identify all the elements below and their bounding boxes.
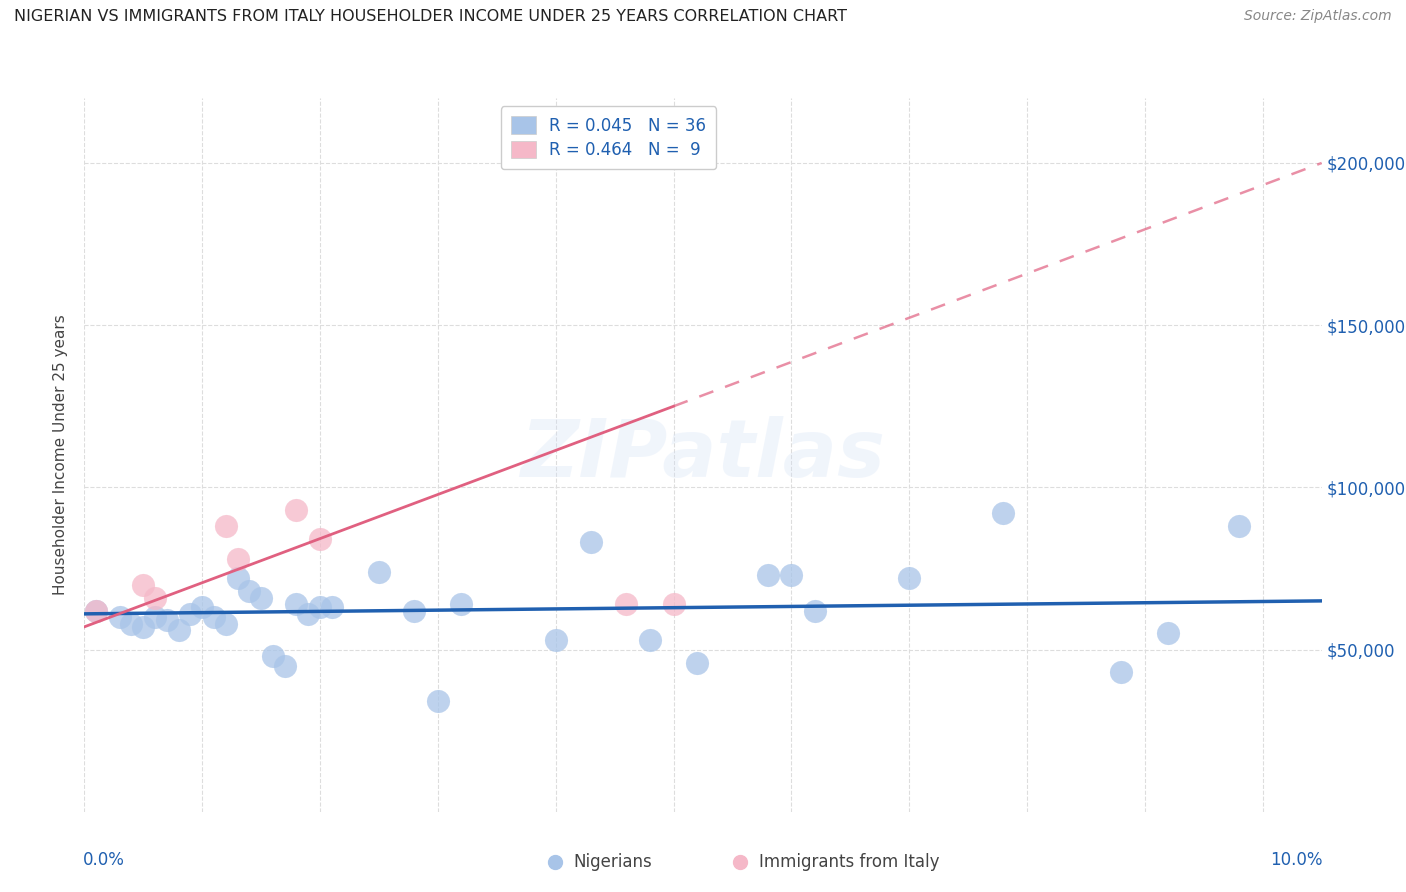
Point <box>143 591 166 605</box>
Point <box>309 533 332 547</box>
Text: 0.0%: 0.0% <box>83 851 125 869</box>
Point <box>297 607 319 621</box>
Point <box>215 519 238 533</box>
Point <box>132 620 155 634</box>
Point <box>426 694 449 708</box>
Point <box>321 600 343 615</box>
Point <box>191 600 214 615</box>
Point <box>662 597 685 611</box>
Point <box>226 571 249 585</box>
Point <box>993 506 1015 520</box>
Point <box>202 610 225 624</box>
Point <box>143 610 166 624</box>
Point <box>638 632 661 647</box>
Point <box>368 565 391 579</box>
Text: Nigerians: Nigerians <box>574 853 652 871</box>
Point <box>121 616 143 631</box>
Point <box>898 571 921 585</box>
Point <box>1227 519 1250 533</box>
Text: Immigrants from Italy: Immigrants from Italy <box>759 853 939 871</box>
Text: NIGERIAN VS IMMIGRANTS FROM ITALY HOUSEHOLDER INCOME UNDER 25 YEARS CORRELATION : NIGERIAN VS IMMIGRANTS FROM ITALY HOUSEH… <box>14 9 846 24</box>
Point <box>616 597 638 611</box>
Text: 10.0%: 10.0% <box>1271 851 1323 869</box>
Point <box>1157 626 1180 640</box>
Point <box>686 656 709 670</box>
Point <box>756 568 779 582</box>
Point <box>780 568 803 582</box>
Point <box>544 632 567 647</box>
Point <box>579 535 602 549</box>
Point <box>1111 665 1133 680</box>
Point <box>262 648 284 663</box>
Point <box>450 597 472 611</box>
Point <box>804 604 827 618</box>
Point <box>238 584 260 599</box>
Point <box>167 623 190 637</box>
Point <box>309 600 332 615</box>
Point <box>250 591 273 605</box>
Y-axis label: Householder Income Under 25 years: Householder Income Under 25 years <box>53 315 69 595</box>
Text: Source: ZipAtlas.com: Source: ZipAtlas.com <box>1244 9 1392 23</box>
Text: ZIPatlas: ZIPatlas <box>520 416 886 494</box>
Point <box>285 597 308 611</box>
Point <box>84 604 107 618</box>
Point <box>273 658 295 673</box>
Point <box>179 607 201 621</box>
Point <box>404 604 426 618</box>
Point <box>285 503 308 517</box>
Legend: R = 0.045   N = 36, R = 0.464   N =  9: R = 0.045 N = 36, R = 0.464 N = 9 <box>501 106 716 169</box>
Point <box>156 613 179 627</box>
Point <box>226 551 249 566</box>
Point <box>215 616 238 631</box>
Point <box>132 577 155 591</box>
Point <box>84 604 107 618</box>
Point <box>108 610 131 624</box>
